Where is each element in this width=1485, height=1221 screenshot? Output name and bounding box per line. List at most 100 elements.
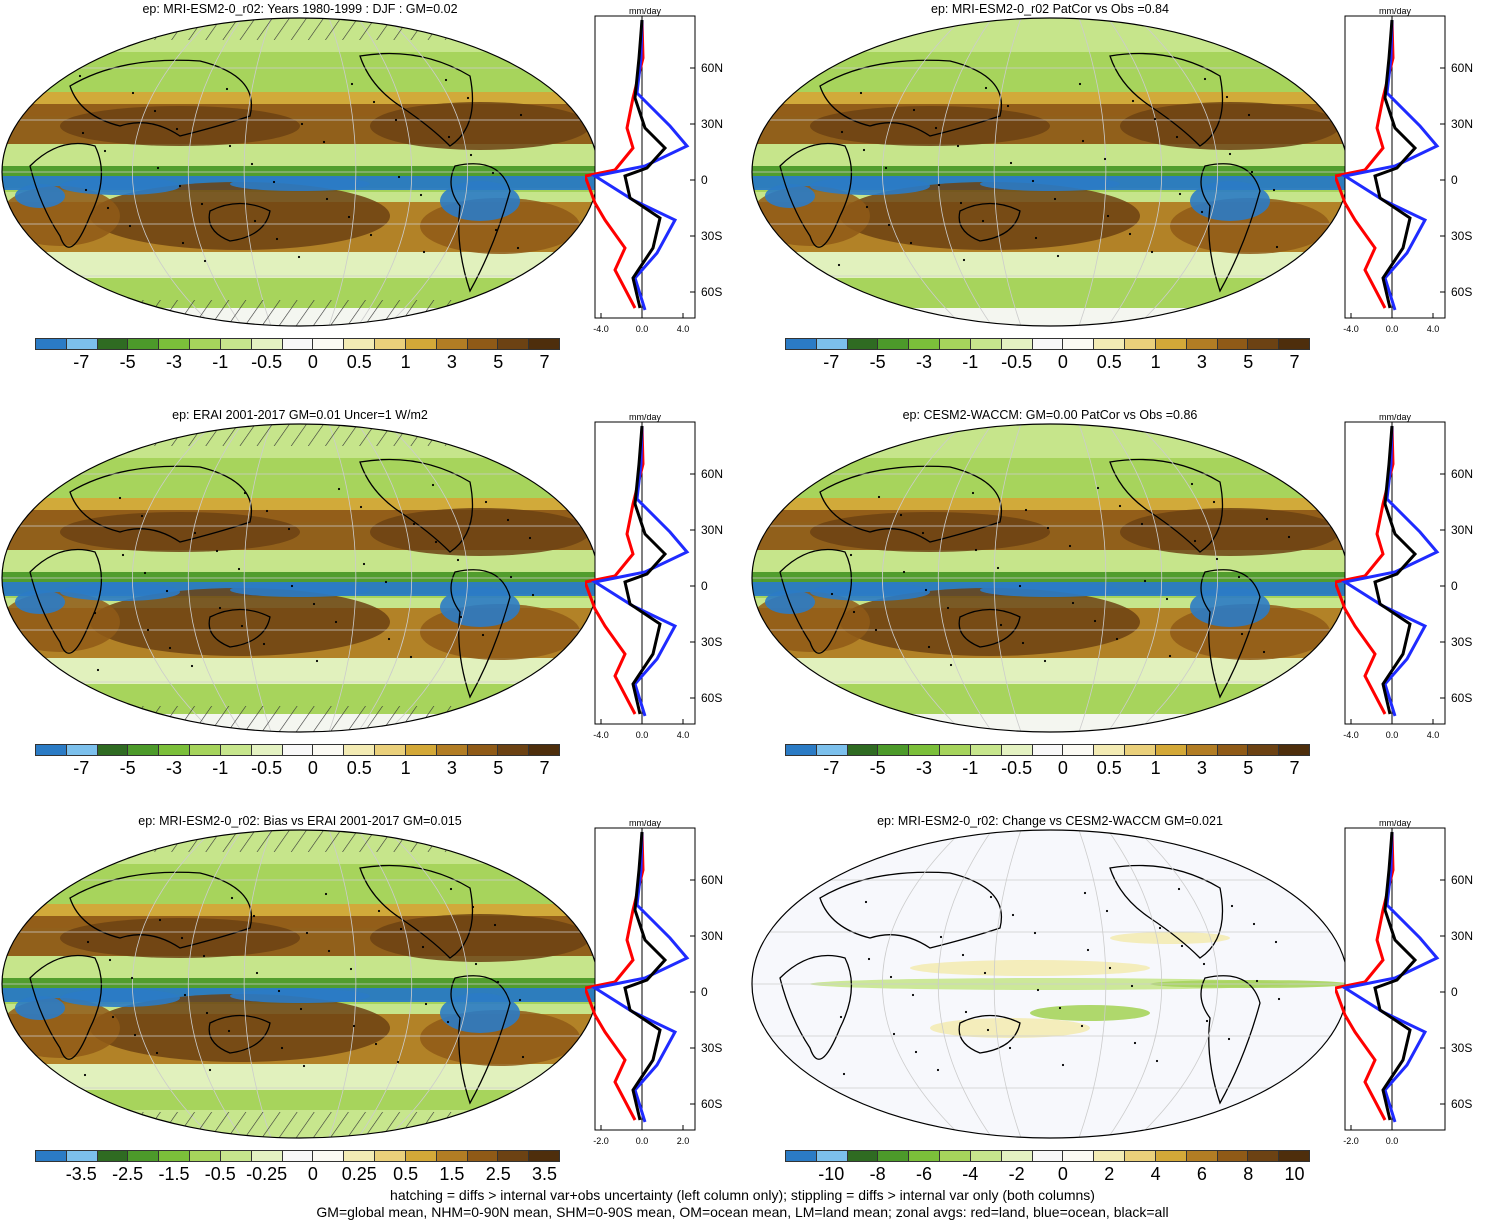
stipple-dot [509, 575, 513, 579]
longitude-gridline [386, 424, 468, 732]
coastline [29, 548, 103, 654]
stipple-dot [521, 1055, 525, 1059]
stipple-dot [934, 126, 938, 130]
coastline [1200, 163, 1261, 293]
colorbar-tick-label: 1 [400, 758, 411, 778]
stipple-dot [324, 892, 328, 896]
field-band [2, 956, 598, 978]
colorbar-swatch [498, 745, 530, 755]
colorbar-tick-label: 0.5 [346, 758, 372, 778]
colorbar-labels: -3.5 -2.5 -1.5 -0.5 -0.25 0 0.25 0.5 1.5 2.5 3.5 [35, 1164, 560, 1188]
colorbar-swatch [282, 339, 314, 349]
coastline [819, 871, 1002, 949]
stipple-dot [962, 258, 966, 262]
coastline [779, 954, 853, 1060]
longitude-gridline [882, 424, 964, 732]
colorbar-swatch [847, 745, 879, 755]
stipple-dot [131, 91, 135, 95]
colorbar-swatch [1248, 339, 1280, 349]
panel-4: ep: CESM2-WACCM: GM=0.00 PatCor vs Obs =… [750, 406, 1485, 806]
stipple-dot [531, 593, 535, 597]
field-blob [1030, 1005, 1150, 1021]
longitude-gridline [132, 18, 214, 326]
stipple-dot [205, 1011, 209, 1015]
field-blob [980, 583, 1120, 597]
hatching [60, 830, 500, 852]
longitude-gridline [993, 18, 1022, 326]
colorbar-swatch [1032, 1151, 1064, 1161]
stipple-dot [372, 100, 376, 104]
colorbar-swatch [220, 745, 252, 755]
colorbar [35, 338, 560, 350]
lat-label: 60N [1451, 467, 1473, 481]
stipple-dot [840, 130, 844, 134]
stipple-dot [1265, 517, 1269, 521]
stipple-dot [1212, 500, 1216, 504]
colorbar-tick-label: 0 [1057, 352, 1068, 372]
coastline [1109, 864, 1224, 959]
colorbar [785, 338, 1310, 350]
stipple-dot [959, 201, 963, 205]
colorbar-swatch [251, 1151, 283, 1161]
stipple-dot [165, 589, 169, 593]
stipple-dot [250, 162, 254, 166]
coastline [1200, 569, 1261, 699]
colorbar-swatch [36, 1151, 67, 1161]
stipple-dot [1131, 99, 1135, 103]
colorbar-tick-label: -0.5 [1001, 352, 1033, 372]
stipple-dot [302, 1064, 306, 1068]
stipple-dot [83, 1073, 87, 1077]
colorbar [35, 744, 560, 756]
colorbar-swatch [436, 339, 468, 349]
zonal-mean-plot: mm/day 60N 30N 0 30S 60S -4.0 0.0 4.0 [585, 414, 723, 740]
stipple-dot [215, 549, 219, 553]
colorbar-tick-label: 0 [1057, 758, 1068, 778]
stipple-dot [518, 998, 522, 1002]
x-tick-label: -2.0 [593, 1136, 609, 1146]
stipple-dot [830, 592, 834, 596]
colorbar-swatch [128, 745, 160, 755]
longitude-gridline [1078, 830, 1107, 1138]
longitude-gridline [882, 18, 964, 326]
stipple-dot [409, 655, 413, 659]
colorbar-tick-label: -0.5 [1001, 758, 1033, 778]
stipple-dot [396, 1060, 400, 1064]
colorbar-labels: -7 -5 -3 -1 -0.5 0 0.5 1 3 5 7 [785, 758, 1310, 782]
lat-label: 60S [701, 691, 722, 705]
stipple-dot [1140, 522, 1144, 526]
longitude-gridline [1136, 18, 1218, 326]
stipple-dot [243, 491, 247, 495]
panel-title: ep: CESM2-WACCM: GM=0.00 PatCor vs Obs =… [902, 408, 1198, 422]
colorbar-tick-label: 2.5 [485, 1164, 511, 1184]
lat-label: 30S [1451, 635, 1472, 649]
field-blob [840, 182, 1140, 250]
x-tick-label: 0.0 [636, 730, 649, 740]
field-blob [930, 1018, 1090, 1038]
colorbar-tick-label: 0.5 [1096, 758, 1122, 778]
colorbar-swatch [375, 339, 406, 349]
colorbar-swatch [1248, 1151, 1280, 1161]
stipple-dot [1130, 984, 1134, 988]
stipple-dot [1205, 1019, 1209, 1023]
stipple-dot [939, 935, 943, 939]
stipple-dot [337, 487, 341, 491]
colorbar-swatch [66, 745, 98, 755]
stipple-dot [949, 663, 953, 667]
stipple-dot [1230, 904, 1234, 908]
all-zonal-mean-line [623, 831, 668, 1121]
hatching-legend: hatching = diffs > internal var+obs unce… [390, 1187, 1095, 1203]
stipple-dot [190, 664, 194, 668]
stipple-dot [1203, 77, 1207, 81]
colorbar-tick-label: 4 [1150, 1164, 1161, 1184]
colorbar-swatch [1125, 1151, 1156, 1161]
colorbar-swatch [1186, 339, 1218, 349]
colorbar-swatch [190, 745, 221, 755]
stipple-dot [1078, 82, 1082, 86]
stipple-dot [1228, 152, 1232, 156]
stipple-dot [1083, 891, 1087, 895]
colorbar-swatch [816, 745, 848, 755]
coastline [69, 465, 252, 543]
stipple-dot [1275, 245, 1279, 249]
panel-title: ep: MRI-ESM2-0_r02: Change vs CESM2-WACC… [877, 814, 1223, 828]
lat-label: 60S [701, 1097, 722, 1111]
